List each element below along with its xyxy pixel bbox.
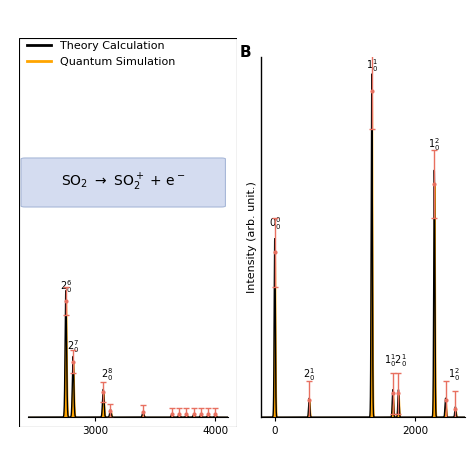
- Text: $1_0^2$: $1_0^2$: [448, 366, 461, 383]
- FancyBboxPatch shape: [21, 158, 226, 207]
- Text: $0_0^0$: $0_0^0$: [269, 215, 281, 232]
- Y-axis label: Intensity (arb. unit.): Intensity (arb. unit.): [246, 181, 256, 293]
- Text: $2_0^8$: $2_0^8$: [101, 366, 113, 383]
- Text: $2_0^6$: $2_0^6$: [60, 278, 72, 294]
- Text: $2_0^7$: $2_0^7$: [67, 338, 79, 355]
- Text: $2_0^1$: $2_0^1$: [303, 366, 315, 383]
- Text: B: B: [239, 45, 251, 60]
- Text: $1_0^12_0^1$: $1_0^12_0^1$: [384, 352, 407, 369]
- Text: $1_0^1$: $1_0^1$: [365, 57, 378, 74]
- Legend: Theory Calculation, Quantum Simulation: Theory Calculation, Quantum Simulation: [25, 39, 178, 69]
- Text: SO$_2$ $\rightarrow$ SO$_2^+$ + e$^-$: SO$_2$ $\rightarrow$ SO$_2^+$ + e$^-$: [61, 172, 185, 193]
- Text: $1_0^2$: $1_0^2$: [428, 136, 440, 153]
